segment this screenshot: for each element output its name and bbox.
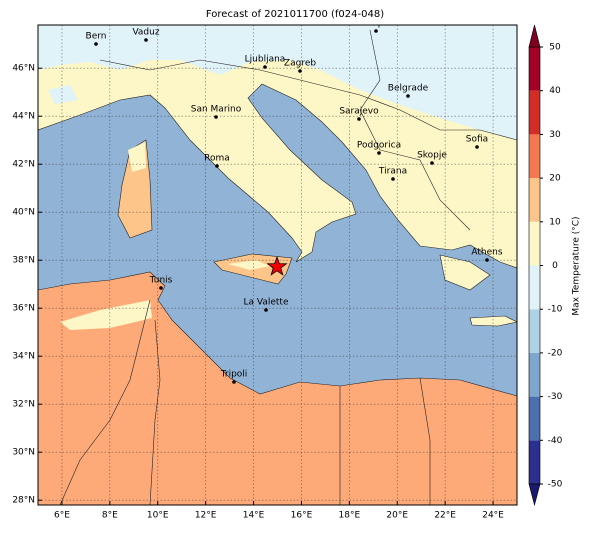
city-dot xyxy=(144,38,148,42)
city-dot xyxy=(232,380,236,384)
city-label: Vaduz xyxy=(132,28,159,38)
city-dot xyxy=(94,42,98,46)
colorbar-band xyxy=(529,47,540,91)
colorbar-tick-label: -10 xyxy=(548,305,563,315)
city-label: Tirana xyxy=(378,167,407,177)
x-tick-label: 18°E xyxy=(339,511,361,521)
x-tick-label: 22°E xyxy=(434,511,456,521)
colorbar-extend xyxy=(528,24,541,48)
colorbar-extend xyxy=(528,483,541,507)
colorbar-tick-label: -30 xyxy=(548,392,563,402)
city-dot xyxy=(264,308,268,312)
colorbar-tick-label: -40 xyxy=(548,436,563,446)
city-dot xyxy=(485,258,489,262)
colorbar-tick-label: -20 xyxy=(548,348,563,358)
title: Forecast of 2021011700 (f024-048) xyxy=(206,9,384,20)
y-tick-label: 30°N xyxy=(12,448,35,458)
colorbar-band xyxy=(529,178,540,222)
city-label: Zagreb xyxy=(284,59,316,69)
colorbar-tick-label: 40 xyxy=(549,86,561,96)
city-dot xyxy=(214,115,218,119)
city-label: Budapest xyxy=(355,19,398,29)
x-tick-label: 10°E xyxy=(147,511,169,521)
city-label: Sarajevo xyxy=(339,107,379,117)
city-dot xyxy=(391,177,395,181)
city-label: Athens xyxy=(471,248,502,258)
colorbar-band xyxy=(529,134,540,179)
colorbar-tick-label: -50 xyxy=(548,480,563,490)
city-dot xyxy=(298,69,302,73)
city-label: Podgorica xyxy=(357,141,401,151)
y-tick-label: 44°N xyxy=(12,112,35,122)
sicily-inner xyxy=(228,260,270,270)
city-label: Roma xyxy=(204,154,230,164)
city-label: La Valette xyxy=(244,298,289,308)
warm-spot xyxy=(60,300,152,330)
city-dot xyxy=(430,161,434,165)
city-label: Skopje xyxy=(417,151,447,161)
colorbar-band xyxy=(529,221,540,266)
city-dot xyxy=(357,117,361,121)
y-tick-label: 38°N xyxy=(12,256,35,266)
colorbar-band xyxy=(529,440,540,484)
x-tick-label: 8°E xyxy=(102,511,118,521)
y-tick-label: 32°N xyxy=(12,400,35,410)
colorbar-band xyxy=(529,352,540,397)
y-tick-label: 36°N xyxy=(12,304,35,314)
x-tick-label: 16°E xyxy=(291,511,313,521)
colorbar-band xyxy=(529,396,540,441)
city-label: Ljubljana xyxy=(245,55,286,65)
frame xyxy=(37,24,518,506)
city-dot xyxy=(215,164,219,168)
colorbar-tick-label: 0 xyxy=(552,261,558,271)
colorbar-tick-label: 10 xyxy=(549,217,561,227)
x-tick-label: 12°E xyxy=(195,511,217,521)
x-tick-label: 14°E xyxy=(243,511,265,521)
cold-zone xyxy=(48,85,78,104)
city-label: Belgrade xyxy=(388,84,429,94)
x-tick-label: 24°E xyxy=(482,511,504,521)
colorbar-band xyxy=(529,309,540,353)
y-tick-label: 34°N xyxy=(12,352,35,362)
colorbar-tick-label: 20 xyxy=(549,174,561,184)
city-label: Sofia xyxy=(466,135,488,145)
crete xyxy=(469,315,517,327)
star xyxy=(266,255,288,276)
city-label: Bern xyxy=(86,32,107,42)
city-dot xyxy=(475,145,479,149)
y-tick-label: 46°N xyxy=(12,64,35,74)
x-tick-label: 20°E xyxy=(386,511,408,521)
y-tick-label: 42°N xyxy=(12,160,35,170)
city-dot xyxy=(377,151,381,155)
city-label: Tripoli xyxy=(220,370,248,380)
colorbar-tick-label: 30 xyxy=(549,130,561,140)
city-dot xyxy=(374,29,378,33)
peloponnese xyxy=(439,254,491,291)
city-dot xyxy=(263,65,267,69)
colorbar-label: Max Temperature (°C) xyxy=(572,216,582,315)
colorbar-band xyxy=(529,90,540,135)
y-tick-label: 40°N xyxy=(12,208,35,218)
city-label: Tunis xyxy=(149,276,173,286)
city-label: San Marino xyxy=(191,105,242,115)
city-dot xyxy=(159,286,163,290)
x-tick-label: 6°E xyxy=(54,511,70,521)
colorbar-band xyxy=(529,265,540,310)
city-dot xyxy=(406,94,410,98)
y-tick-label: 28°N xyxy=(12,496,35,506)
colorbar-tick-label: 50 xyxy=(549,43,561,53)
